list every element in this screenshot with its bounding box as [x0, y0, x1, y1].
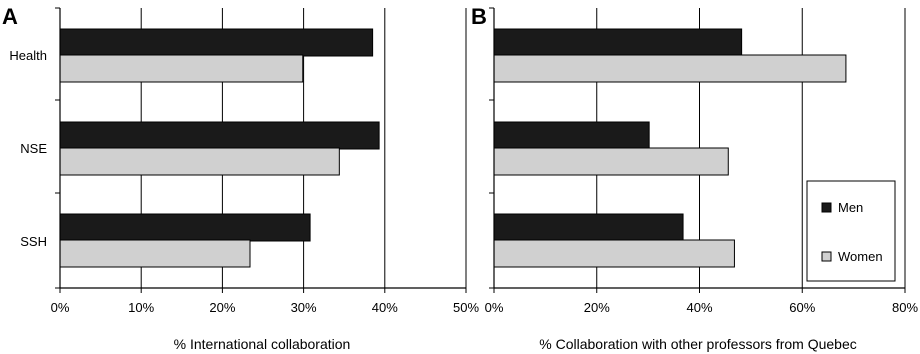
panel-b-x-axis-title: % Collaboration with other professors fr… — [539, 336, 856, 352]
panel-b-legend: Men Women — [806, 180, 896, 282]
panel-b-x-tick-label: 80% — [892, 300, 918, 315]
panel-a-category-label: NSE — [20, 141, 47, 156]
legend-women-label: Women — [838, 249, 883, 264]
panel-a-x-tick-label: 0% — [51, 300, 70, 315]
panel-a-x-tick-label: 40% — [372, 300, 398, 315]
panel-a-bar-men-health — [59, 28, 374, 57]
panel-a-x-tick-label: 50% — [453, 300, 479, 315]
panel-a-x-tick-label: 30% — [291, 300, 317, 315]
panel-a-x-axis-title: % International collaboration — [174, 336, 351, 352]
panel-b-chart: B 0% 20% 40% 60% 80% % Collaboration with ot… — [471, 4, 918, 352]
panel-a-bars — [59, 28, 380, 268]
panel-b-letter: B — [471, 4, 487, 29]
panel-b-bar-men-nse — [493, 121, 650, 150]
panel-a-category-label: SSH — [20, 234, 47, 249]
panel-a-letter: A — [2, 4, 18, 29]
panel-a-bar-men-nse — [59, 121, 380, 150]
panel-a-bar-women-nse — [59, 147, 340, 176]
panel-a-axes — [55, 7, 467, 293]
panel-b-bar-women-nse — [493, 147, 729, 176]
panel-b-x-tick-labels: 0% 20% 40% 60% 80% — [485, 300, 919, 315]
panel-a-x-tick-label: 20% — [209, 300, 235, 315]
panel-a-category-label: Health — [9, 48, 47, 63]
panel-b-x-tick-label: 20% — [584, 300, 610, 315]
legend-box — [806, 180, 896, 282]
panel-a-category-labels: Health NSE SSH — [9, 48, 47, 249]
panel-b-bar-women-health — [493, 54, 847, 83]
panel-b-axes — [489, 7, 906, 293]
panel-a-x-tick-label: 10% — [128, 300, 154, 315]
panel-b-x-tick-label: 0% — [485, 300, 504, 315]
legend-men-swatch — [821, 202, 832, 213]
panel-a-bar-women-health — [59, 54, 304, 83]
legend-men-label: Men — [838, 200, 863, 215]
panel-b-x-tick-label: 60% — [789, 300, 815, 315]
legend-women-swatch — [821, 251, 832, 262]
panel-a-bar-women-ssh — [59, 239, 251, 268]
panel-b-bar-women-ssh — [493, 239, 735, 268]
panel-a-chart: A 0% 10% 20% 30% 40% 50% Health NSE SSH % Inter… — [2, 4, 479, 352]
panel-b-bar-men-ssh — [493, 213, 684, 242]
panel-a-bar-men-ssh — [59, 213, 311, 242]
panel-b-bar-men-health — [493, 28, 743, 57]
panel-a-x-tick-labels: 0% 10% 20% 30% 40% 50% — [51, 300, 480, 315]
panel-b-x-tick-label: 40% — [686, 300, 712, 315]
panel-b-bars — [493, 28, 847, 268]
